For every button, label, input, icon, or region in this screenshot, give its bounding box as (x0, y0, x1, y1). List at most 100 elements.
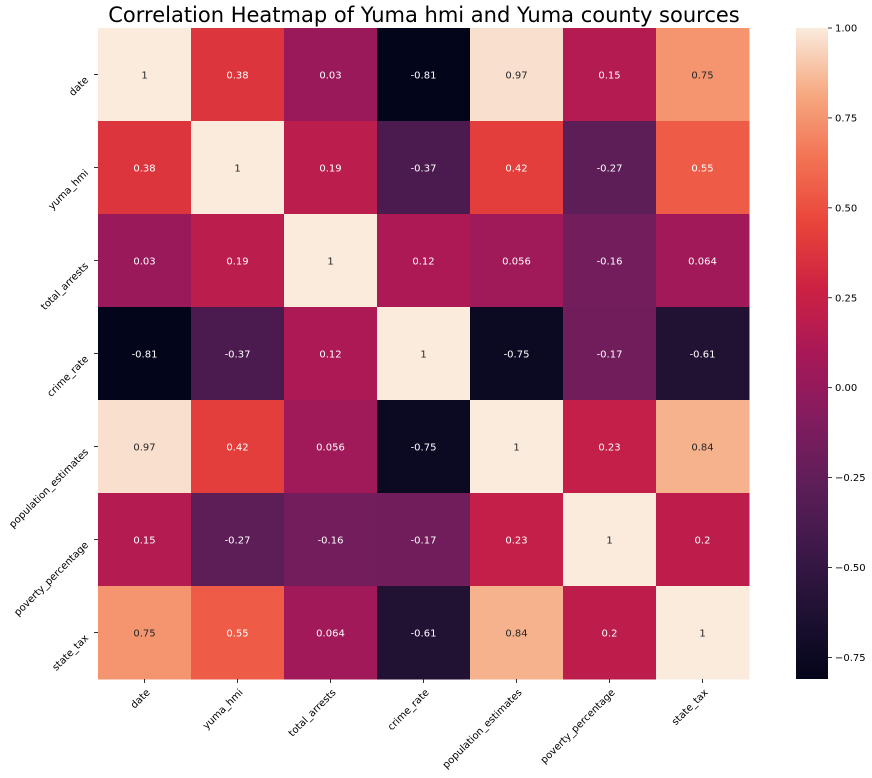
heatmap-cell (563, 121, 657, 215)
cell-value-label: 1 (420, 350, 426, 361)
cell-value-label: 0.75 (133, 629, 155, 640)
heatmap-cell (377, 28, 471, 122)
colorbar-tick-label: −0.50 (835, 563, 866, 574)
heatmap-cell (191, 400, 285, 494)
x-tick-label: date (129, 687, 153, 711)
heatmap-cell (470, 28, 564, 122)
cell-value-label: 1 (606, 536, 612, 547)
x-tick-label: state_tax (670, 687, 711, 728)
heatmap-cell (563, 400, 657, 494)
cell-value-label: 0.056 (502, 257, 531, 268)
colorbar-tick-label: 1.00 (835, 24, 857, 35)
heatmap-cell (470, 214, 564, 308)
heatmap-cell (656, 28, 750, 122)
cell-value-label: -0.17 (597, 350, 623, 361)
heatmap-cell (98, 121, 192, 215)
cell-value-label: 0.064 (316, 629, 345, 640)
heatmap-cell (98, 214, 192, 308)
heatmap-cell-labels: 1 0.38 0.03 -0.81 0.97 0.15 0.75 0.38 1 0.19 -0.37… (132, 71, 717, 640)
cell-value-label: 0.84 (691, 443, 713, 454)
heatmap-cell (470, 586, 564, 680)
cell-value-label: -0.81 (132, 350, 158, 361)
heatmap-cell (656, 121, 750, 215)
heatmap-cell (377, 121, 471, 215)
colorbar-tick-label: −0.25 (835, 473, 866, 484)
heatmap-cell (656, 400, 750, 494)
colorbar: 1.00 0.75 0.50 0.25 0.00 −0.25 −0.50 −0.75 (796, 24, 866, 679)
cell-value-label: -0.27 (597, 164, 623, 175)
cell-value-label: 0.12 (412, 257, 434, 268)
cell-value-label: 0.42 (226, 443, 248, 454)
heatmap-cell (284, 400, 378, 494)
cell-value-label: 0.15 (598, 71, 620, 82)
colorbar-tick-label: 0.25 (835, 293, 857, 304)
colorbar-gradient (796, 28, 828, 679)
colorbar-tick-label: 0.50 (835, 203, 857, 214)
y-tick-label: state_tax (51, 633, 92, 674)
x-tick-label: population_estimates (441, 687, 525, 771)
heatmap-cell (284, 307, 378, 401)
heatmap-cell (284, 493, 378, 587)
cell-value-label: -0.81 (411, 71, 437, 82)
heatmap-cell (98, 28, 192, 122)
cell-value-label: -0.75 (411, 443, 437, 454)
heatmap-cell (98, 307, 192, 401)
colorbar-tick-label: 0.75 (835, 113, 857, 124)
y-tick-label: crime_rate (45, 354, 91, 400)
cell-value-label: -0.27 (225, 536, 251, 547)
heatmap-cell (563, 493, 657, 587)
heatmap-cell (377, 307, 471, 401)
heatmap-cell (191, 586, 285, 680)
y-tick-label: yuma_hmi (47, 168, 92, 213)
cell-value-label: 0.97 (133, 443, 155, 454)
cell-value-label: -0.75 (504, 350, 530, 361)
cell-value-label: 1 (234, 164, 240, 175)
heatmap-cells (98, 28, 750, 680)
cell-value-label: 0.2 (602, 629, 618, 640)
y-tick-label: poverty_percentage (12, 540, 91, 619)
heatmap-cell (470, 121, 564, 215)
cell-value-label: -0.37 (225, 350, 251, 361)
heatmap-cell (284, 121, 378, 215)
colorbar-tick-label: 0.00 (835, 383, 857, 394)
heatmap-cell (284, 214, 378, 308)
heatmap-cell (191, 121, 285, 215)
cell-value-label: 0.15 (133, 536, 155, 547)
x-tick-label: crime_rate (386, 687, 432, 733)
cell-value-label: 0.55 (691, 164, 713, 175)
y-tick-label: population_estimates (7, 447, 91, 531)
y-tick-label: date (67, 75, 91, 99)
heatmap-cell (470, 400, 564, 494)
cell-value-label: -0.37 (411, 164, 437, 175)
heatmap-cell (470, 307, 564, 401)
cell-value-label: 0.19 (226, 257, 248, 268)
heatmap-cell (284, 586, 378, 680)
x-tick-label: yuma_hmi (201, 687, 246, 732)
y-axis-ticks: date yuma_hmi total_arrests crime_ratepopul… (7, 74, 98, 674)
cell-value-label: 0.38 (226, 71, 248, 82)
heatmap-cell (377, 400, 471, 494)
cell-value-label: 0.03 (133, 257, 155, 268)
cell-value-label: -0.16 (318, 536, 344, 547)
heatmap-cell (656, 586, 750, 680)
heatmap-cell (98, 586, 192, 680)
cell-value-label: -0.17 (411, 536, 437, 547)
heatmap-cell (191, 493, 285, 587)
cell-value-label: 0.75 (691, 71, 713, 82)
x-axis-ticks: date yuma_hmi total_arrests crime_rate popul… (129, 679, 711, 771)
cell-value-label: 0.03 (319, 71, 341, 82)
cell-value-label: 0.97 (505, 71, 527, 82)
cell-value-label: 1 (327, 257, 333, 268)
cell-value-label: 0.19 (319, 164, 341, 175)
x-tick-label: poverty_percentage (539, 687, 618, 766)
heatmap-cell (377, 493, 471, 587)
cell-value-label: 0.38 (133, 164, 155, 175)
cell-value-label: 0.12 (319, 350, 341, 361)
cell-value-label: 0.23 (505, 536, 527, 547)
heatmap-cell (377, 586, 471, 680)
colorbar-tick-label: −0.75 (835, 653, 866, 664)
cell-value-label: 1 (141, 71, 147, 82)
cell-value-label: -0.16 (597, 257, 623, 268)
heatmap-cell (377, 214, 471, 308)
